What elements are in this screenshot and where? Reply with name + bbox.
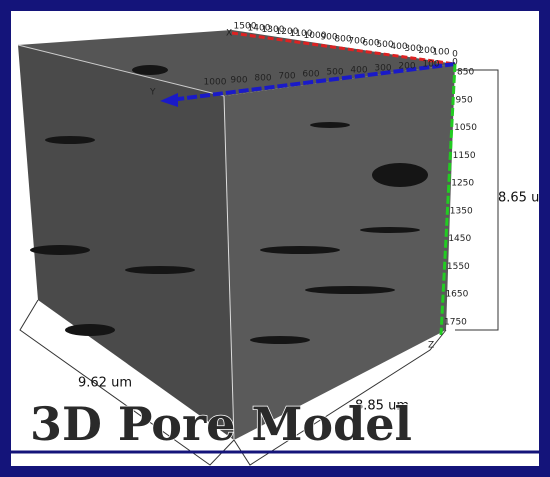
z-tick-label: 850 (457, 68, 474, 78)
y-axis-label: Y (149, 88, 156, 98)
pore (372, 163, 428, 187)
pore (45, 136, 95, 144)
y-tick-label: 300 (374, 64, 391, 74)
page: 9.62 um 8.85 um 8.65 u X Y Z 15001400130… (0, 0, 550, 477)
y-tick-label: 0 (452, 58, 458, 68)
y-tick-label: 700 (278, 72, 295, 82)
z-tick-label: 1450 (448, 234, 471, 244)
z-tick-label: 1250 (451, 179, 474, 189)
y-tick-label: 500 (326, 68, 343, 78)
y-tick-label: 600 (302, 70, 319, 80)
y-tick-label: 800 (254, 74, 271, 84)
pore (360, 227, 420, 233)
pore (30, 245, 90, 255)
x-axis-label: X (226, 29, 232, 39)
z-axis-label: Z (428, 341, 434, 351)
y-tick-label: 900 (230, 76, 247, 86)
z-tick-label: 1650 (445, 290, 468, 300)
pore (305, 286, 395, 294)
z-tick-label: 1050 (454, 123, 477, 133)
y-tick-label: 1000 (204, 78, 227, 88)
z-tick-label: 1150 (453, 151, 476, 161)
pore (125, 266, 195, 274)
y-tick-label: 100 (422, 60, 439, 70)
z-tick-label: 1550 (447, 262, 470, 272)
pore (310, 122, 350, 128)
z-tick-label: 1350 (450, 206, 473, 216)
height-label: 8.65 u (498, 191, 539, 206)
y-tick-label: 400 (350, 66, 367, 76)
scene: 9.62 um 8.85 um 8.65 u X Y Z 15001400130… (0, 0, 550, 477)
z-tick-label: 950 (456, 95, 473, 105)
y-tick-label: 200 (398, 62, 415, 72)
pore (250, 336, 310, 344)
x-tick-label: 100 (432, 48, 449, 58)
title: 3D Pore Model (30, 397, 412, 451)
width-label: 9.62 um (78, 376, 132, 391)
pore (65, 324, 115, 336)
pore (260, 246, 340, 254)
z-tick-label: 1750 (444, 318, 467, 328)
pore (132, 65, 168, 75)
